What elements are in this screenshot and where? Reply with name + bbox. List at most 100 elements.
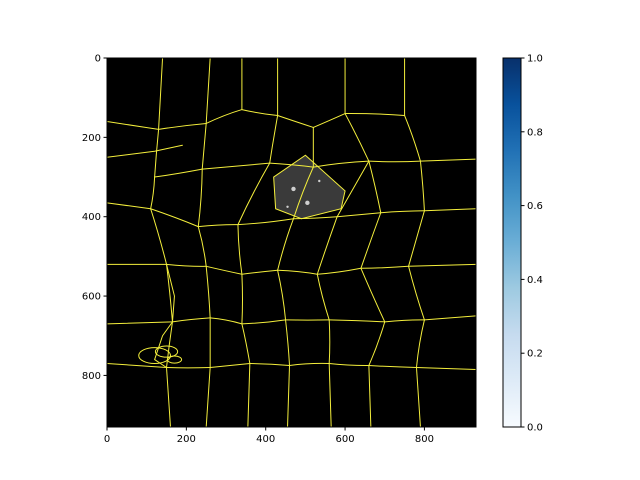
cell-boundary: [328, 319, 386, 323]
cell-boundary: [360, 267, 386, 323]
cell-boundary: [328, 363, 370, 367]
highlight-speck: [305, 200, 310, 206]
cell-boundary: [197, 224, 239, 228]
membrane-fragment: [154, 345, 179, 358]
x-tick-label: 0: [104, 434, 110, 445]
cell-boundary: [107, 321, 173, 325]
cell-boundary: [247, 363, 251, 427]
cell-boundary: [237, 224, 243, 275]
cell-boundary: [404, 115, 421, 162]
cell-boundary: [201, 162, 271, 170]
cell-boundary: [205, 58, 211, 124]
colorbar-gradient: [503, 58, 521, 427]
y-tick-label: 400: [82, 212, 101, 223]
cell-boundary: [312, 113, 346, 128]
x-tick-label: 800: [415, 434, 434, 445]
cell-boundary: [285, 319, 291, 366]
cell-boundary: [408, 263, 476, 267]
cell-boundary: [277, 218, 294, 271]
y-axis: 0 200 400 600 800: [82, 54, 107, 382]
cell-boundary: [166, 263, 173, 323]
cell-boundary: [384, 319, 425, 323]
image-content: [107, 58, 476, 427]
colorbar-axis: 0.0 0.2 0.4 0.6 0.8 1.0: [521, 54, 543, 434]
cell-boundary: [287, 365, 291, 427]
cell-boundary: [380, 210, 425, 214]
cell-boundary: [107, 202, 152, 210]
cell-boundary: [209, 363, 251, 368]
y-tick-label: 600: [82, 292, 101, 303]
cell-boundary: [241, 319, 287, 325]
cell-boundary: [107, 363, 168, 368]
cell-boundary: [277, 115, 314, 128]
cell-boundary: [150, 208, 168, 265]
colorbar-tick-label: 0.6: [527, 201, 543, 212]
cell-boundary: [368, 321, 386, 366]
cell-boundary: [419, 158, 476, 162]
membrane-fragment: [166, 355, 183, 364]
cell-boundary: [415, 319, 425, 368]
y-tick-label: 0: [95, 54, 101, 65]
cell-boundary: [107, 120, 160, 130]
cell-boundary: [205, 265, 243, 275]
image-axes: 0 200 400 600 800 0 200 400 600 800: [82, 54, 477, 445]
cell-boundary: [269, 115, 279, 164]
cell-boundary: [205, 366, 211, 427]
cell-boundary: [171, 317, 211, 323]
cell-boundary: [360, 212, 382, 269]
cell-boundary: [292, 216, 338, 220]
cell-boundary: [197, 168, 203, 228]
cell-boundary: [150, 176, 156, 210]
cell-boundary: [277, 269, 318, 275]
cell-boundary: [423, 208, 476, 212]
cell-boundary: [166, 321, 173, 368]
cell-boundary: [415, 366, 476, 370]
highlight-speck: [291, 186, 296, 192]
x-tick-label: 600: [336, 434, 355, 445]
cell-boundary: [368, 365, 417, 368]
colorbar-tick-label: 0.8: [527, 127, 543, 138]
cell-boundary: [277, 269, 287, 321]
cell-boundary: [316, 267, 362, 275]
colorbar-tick-label: 0.0: [527, 423, 543, 434]
colorbar-frame: [502, 57, 522, 428]
image-frame: [106, 57, 477, 428]
cell-boundary: [241, 109, 279, 117]
cell-boundary: [107, 144, 183, 158]
colorbar: 0.0 0.2 0.4 0.6 0.8 1.0: [502, 54, 543, 434]
cell-boundary: [205, 265, 211, 319]
cell-boundary: [360, 265, 410, 269]
x-tick-label: 400: [256, 434, 275, 445]
colorbar-tick-label: 0.4: [527, 275, 543, 286]
cell-boundary: [415, 366, 421, 427]
x-tick-label: 200: [177, 434, 196, 445]
cell-boundary: [249, 363, 291, 366]
cell-boundary: [241, 269, 279, 275]
cell-boundary: [154, 128, 160, 178]
highlight-speck: [318, 179, 321, 183]
cell-boundary: [166, 366, 171, 427]
cell-boundary: [336, 160, 370, 218]
x-axis: 0 200 400 600 800: [104, 427, 434, 445]
cell-boundary: [166, 263, 207, 267]
cell-boundary: [423, 315, 476, 321]
cell-boundary: [368, 160, 382, 214]
cell-boundary: [408, 265, 425, 321]
cell-boundary: [150, 208, 199, 228]
cell-boundary: [368, 365, 372, 427]
cell-boundary: [237, 218, 294, 226]
cell-boundary: [344, 113, 406, 117]
cell-boundary: [241, 273, 243, 325]
cell-boundary: [201, 122, 207, 170]
cell-boundary: [205, 109, 243, 124]
cell-boundary: [241, 323, 251, 365]
cell-boundary: [328, 319, 331, 365]
highlight-speck: [286, 205, 289, 208]
cell-boundary: [316, 273, 330, 321]
cell-boundary: [316, 216, 338, 275]
cell-boundary: [269, 162, 314, 168]
cell-boundary: [289, 362, 330, 366]
y-tick-label: 200: [82, 133, 101, 144]
cell-boundary: [154, 168, 203, 178]
